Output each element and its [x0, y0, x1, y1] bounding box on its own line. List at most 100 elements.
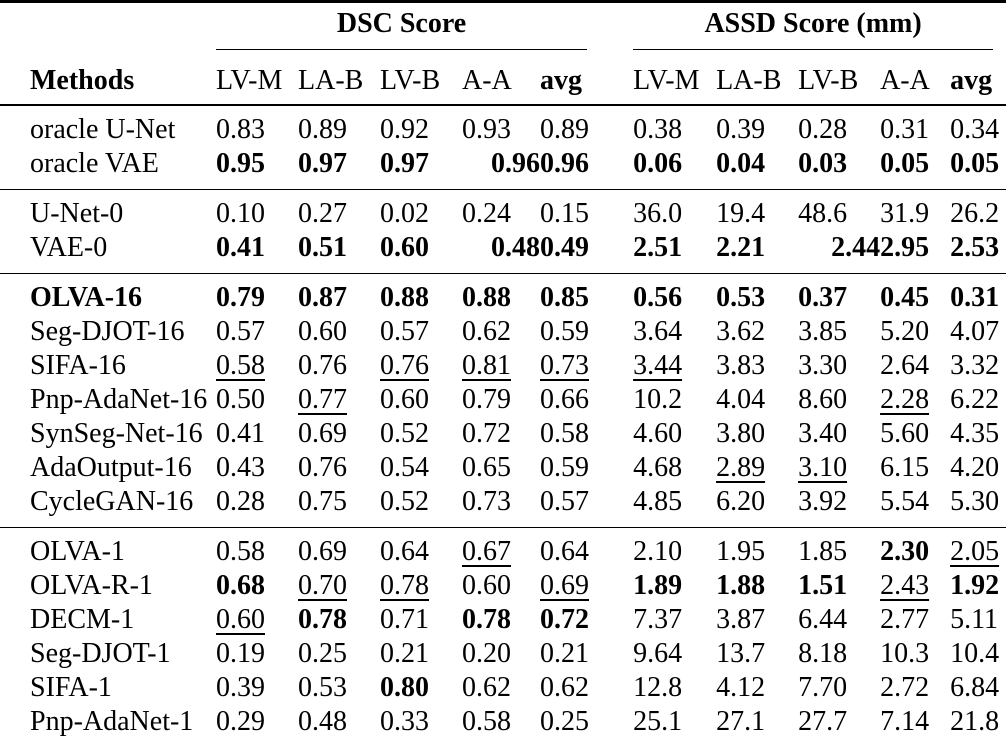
assd-avg-cell: 5.30: [950, 486, 1000, 517]
dsc-avg-cell: 0.72: [540, 604, 589, 635]
assd-avg-cell: 4.35: [950, 418, 1000, 449]
method-name: OLVA-16: [30, 282, 143, 313]
assd-avg-cell: 5.11: [950, 604, 999, 635]
assd-avg-cell: 0.31: [950, 282, 1000, 313]
dsc-a-a-cell: 0.67: [462, 536, 511, 567]
subheader-dsc-la-b: LA-B: [298, 50, 380, 106]
dsc-lv-b-cell: 0.02: [380, 198, 429, 229]
dsc-a-a-cell: 0.48: [491, 232, 540, 263]
dsc-a-a-cell: 0.60: [462, 570, 511, 601]
assd-la-b-cell: 4.04: [716, 384, 766, 415]
method-name: oracle VAE: [30, 148, 159, 179]
assd-lv-m-cell: 3.44: [633, 350, 683, 381]
assd-a-a-cell: 0.31: [880, 114, 930, 145]
assd-la-b-cell: 1.88: [716, 570, 766, 601]
method-name: SIFA-16: [30, 350, 126, 381]
assd-lv-b-cell: 3.92: [798, 486, 848, 517]
assd-a-a-cell: 31.9: [880, 198, 930, 229]
dsc-la-b-cell: 0.89: [298, 114, 347, 145]
method-name: U-Net-0: [30, 198, 124, 229]
assd-lv-b-cell: 0.28: [798, 114, 848, 145]
assd-lv-m-cell: 0.38: [633, 114, 683, 145]
assd-lv-b-cell: 3.10: [798, 452, 848, 483]
assd-la-b-cell: 2.21: [716, 232, 766, 263]
dsc-la-b-cell: 0.51: [298, 232, 347, 263]
assd-a-a-cell: 0.45: [880, 282, 930, 313]
group-header-assd: ASSD Score (mm): [633, 2, 1006, 50]
group-header-dsc: DSC Score: [216, 2, 633, 50]
dsc-avg-cell: 0.73: [540, 350, 589, 381]
assd-lv-m-cell: 9.64: [633, 638, 683, 669]
dsc-la-b-cell: 0.25: [298, 638, 347, 669]
dsc-lv-m-cell: 0.28: [216, 486, 265, 517]
assd-lv-b-cell: 27.7: [798, 706, 848, 737]
assd-lv-m-cell: 2.10: [633, 536, 683, 567]
assd-a-a-cell: 0.05: [880, 148, 930, 179]
assd-lv-m-cell: 36.0: [633, 198, 683, 229]
method-name: DECM-1: [30, 604, 135, 635]
dsc-a-a-cell: 0.81: [462, 350, 511, 381]
dsc-lv-m-cell: 0.41: [216, 232, 265, 263]
dsc-lv-m-cell: 0.50: [216, 384, 265, 415]
table-block-4: OLVA-1 0.58 0.69 0.64 0.67 0.64 2.10 1.95 1.85 2.…: [0, 527, 1006, 746]
dsc-la-b-cell: 0.60: [298, 316, 347, 347]
assd-la-b-cell: 13.7: [716, 638, 766, 669]
assd-lv-b-cell: 3.30: [798, 350, 848, 381]
dsc-lv-m-cell: 0.10: [216, 198, 265, 229]
dsc-lv-b-cell: 0.71: [380, 604, 429, 635]
dsc-lv-m-cell: 0.19: [216, 638, 265, 669]
dsc-avg-cell: 0.62: [540, 672, 589, 703]
dsc-la-b-cell: 0.76: [298, 350, 347, 381]
subheader-dsc-avg: avg: [540, 50, 634, 106]
dsc-lv-b-cell: 0.78: [380, 570, 429, 601]
dsc-avg-cell: 0.15: [540, 198, 589, 229]
assd-lv-m-cell: 1.89: [633, 570, 683, 601]
dsc-avg-cell: 0.69: [540, 570, 589, 601]
assd-la-b-cell: 0.04: [716, 148, 766, 179]
assd-lv-m-cell: 0.06: [633, 148, 683, 179]
dsc-lv-b-cell: 0.64: [380, 536, 429, 567]
assd-la-b-cell: 0.53: [716, 282, 766, 313]
assd-lv-b-cell: 3.85: [798, 316, 848, 347]
dsc-lv-b-cell: 0.92: [380, 114, 429, 145]
assd-a-a-cell: 5.60: [880, 418, 930, 449]
dsc-lv-b-cell: 0.54: [380, 452, 429, 483]
method-name: SIFA-1: [30, 672, 112, 703]
table-row: OLVA-1 0.58 0.69 0.64 0.67 0.64 2.10 1.95 1.85 2.…: [0, 528, 1006, 570]
dsc-la-b-cell: 0.87: [298, 282, 347, 313]
assd-la-b-cell: 6.20: [716, 486, 766, 517]
dsc-la-b-cell: 0.69: [298, 418, 347, 449]
table-row: Seg-DJOT-16 0.57 0.60 0.57 0.62 0.59 3.64 3.62 3…: [0, 315, 1006, 349]
method-name: AdaOutput-16: [30, 452, 192, 483]
dsc-la-b-cell: 0.53: [298, 672, 347, 703]
assd-a-a-cell: 7.14: [880, 706, 930, 737]
table-header: DSC Score ASSD Score (mm) Methods LV-M L…: [0, 2, 1006, 106]
method-name: Seg-DJOT-16: [30, 316, 185, 347]
dsc-a-a-cell: 0.79: [462, 384, 511, 415]
assd-lv-m-cell: 10.2: [633, 384, 683, 415]
dsc-lv-m-cell: 0.43: [216, 452, 265, 483]
dsc-lv-b-cell: 0.60: [380, 384, 429, 415]
assd-lv-b-cell: 7.70: [798, 672, 848, 703]
assd-la-b-cell: 2.89: [716, 452, 766, 483]
dsc-a-a-cell: 0.24: [462, 198, 511, 229]
assd-la-b-cell: 3.87: [716, 604, 766, 635]
dsc-lv-b-cell: 0.57: [380, 316, 429, 347]
dsc-lv-b-cell: 0.52: [380, 418, 429, 449]
assd-lv-m-cell: 3.64: [633, 316, 683, 347]
assd-a-a-cell: 5.20: [880, 316, 930, 347]
subheader-dsc-lv-m: LV-M: [216, 50, 298, 106]
assd-lv-b-cell: 2.44: [831, 232, 881, 263]
dsc-avg-cell: 0.59: [540, 316, 589, 347]
dsc-lv-m-cell: 0.58: [216, 350, 265, 381]
dsc-a-a-cell: 0.58: [462, 706, 511, 737]
subheader-assd-lv-b: LV-B: [798, 50, 881, 106]
dsc-lv-m-cell: 0.29: [216, 706, 265, 737]
assd-lv-m-cell: 0.56: [633, 282, 683, 313]
assd-a-a-cell: 6.15: [880, 452, 930, 483]
dsc-lv-b-cell: 0.21: [380, 638, 429, 669]
table-row: Pnp-AdaNet-16 0.50 0.77 0.60 0.79 0.66 10.2 4.0…: [0, 383, 1006, 417]
assd-la-b-cell: 3.62: [716, 316, 766, 347]
table-block-2: U-Net-0 0.10 0.27 0.02 0.24 0.15 36.0 19.4 48.6 3…: [0, 189, 1006, 274]
corner-cell: [0, 2, 216, 51]
